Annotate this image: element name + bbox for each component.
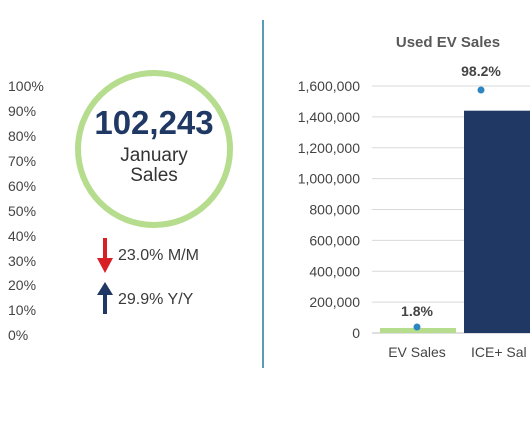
ev-sales-bar	[380, 328, 456, 333]
x-axis-labels: EV Sales ICE+ Sal	[388, 344, 526, 360]
y-tick-label: 400,000	[309, 263, 360, 279]
yoy-change-text: 29.9% Y/Y	[118, 291, 194, 308]
kpi-label-line2: Sales	[130, 165, 178, 186]
chart-title: Used EV Sales	[396, 34, 500, 51]
share-marker	[477, 86, 485, 94]
y-tick-label: 0	[352, 325, 360, 341]
red-down-arrow-icon	[97, 238, 113, 273]
chart-bars: 1.8% 98.2%	[380, 63, 530, 333]
share-data-label: 98.2%	[461, 63, 501, 79]
y-tick-label: 200,000	[309, 294, 360, 310]
percent-tick-label: 40%	[8, 228, 37, 244]
percent-tick-label: 0%	[8, 327, 29, 343]
percent-tick-label: 60%	[8, 178, 37, 194]
percent-tick-label: 100%	[8, 78, 44, 94]
percent-tick-label: 30%	[8, 253, 37, 269]
mom-change-text: 23.0% M/M	[118, 247, 199, 264]
share-data-label: 1.8%	[401, 303, 433, 319]
percent-tick-label: 50%	[8, 203, 37, 219]
panel-divider	[262, 20, 264, 368]
y-tick-label: 600,000	[309, 232, 360, 248]
ice-sales-bar	[464, 110, 530, 333]
percent-tick-label: 10%	[8, 302, 37, 318]
kpi-label-line1: January	[120, 145, 188, 166]
y-tick-label: 800,000	[309, 202, 360, 218]
percent-tick-label: 90%	[8, 103, 37, 119]
used-ev-sales-chart: Used EV Sales 0 200,000 400,000 600,000 800,…	[298, 34, 530, 360]
x-category-label: EV Sales	[388, 344, 446, 360]
share-marker	[413, 323, 421, 331]
percent-tick-label: 80%	[8, 128, 37, 144]
percent-tick-label: 20%	[8, 277, 37, 293]
percent-tick-label: 70%	[8, 153, 37, 169]
x-category-label: ICE+ Sal	[471, 344, 527, 360]
y-tick-label: 1,400,000	[298, 109, 360, 125]
y-axis-ticks: 0 200,000 400,000 600,000 800,000 1,000,000 1,…	[298, 78, 361, 341]
kpi-value: 102,243	[94, 104, 214, 141]
y-tick-label: 1,000,000	[298, 171, 360, 187]
y-tick-label: 1,200,000	[298, 140, 360, 156]
navy-up-arrow-icon	[97, 282, 113, 314]
kpi-ring	[75, 70, 233, 228]
y-tick-label: 1,600,000	[298, 78, 360, 94]
